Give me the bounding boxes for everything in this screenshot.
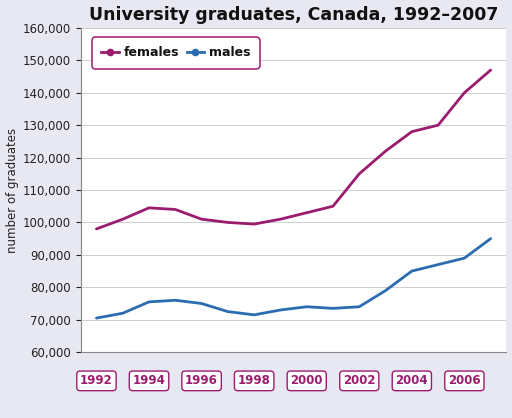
- Text: 1994: 1994: [133, 375, 165, 387]
- Text: 1996: 1996: [185, 375, 218, 387]
- Text: 1998: 1998: [238, 375, 270, 387]
- Title: University graduates, Canada, 1992–2007: University graduates, Canada, 1992–2007: [89, 5, 498, 23]
- Y-axis label: number of graduates: number of graduates: [6, 127, 18, 252]
- Text: 2004: 2004: [396, 375, 428, 387]
- Text: 2006: 2006: [448, 375, 481, 387]
- Legend: females, males: females, males: [95, 41, 256, 65]
- Text: 2000: 2000: [290, 375, 323, 387]
- Text: 2002: 2002: [343, 375, 375, 387]
- Text: 1992: 1992: [80, 375, 113, 387]
